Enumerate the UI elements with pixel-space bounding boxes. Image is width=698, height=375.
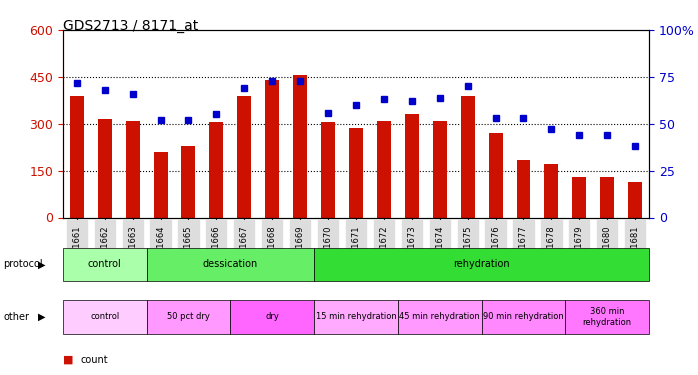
Bar	[154, 152, 168, 217]
Bar	[70, 96, 84, 218]
Bar	[209, 122, 223, 218]
Text: ▶: ▶	[38, 312, 46, 322]
Bar	[461, 96, 475, 218]
Bar	[265, 80, 279, 218]
Bar	[98, 119, 112, 218]
Text: 15 min rehydration: 15 min rehydration	[315, 312, 396, 321]
Text: 360 min
rehydration: 360 min rehydration	[583, 307, 632, 327]
Text: ▶: ▶	[38, 260, 46, 269]
Bar	[517, 160, 530, 218]
Text: dry: dry	[265, 312, 279, 321]
Bar	[181, 146, 195, 218]
Text: control: control	[88, 260, 121, 269]
Text: 90 min rehydration: 90 min rehydration	[483, 312, 564, 321]
Bar	[600, 177, 614, 218]
Bar	[126, 121, 140, 218]
Text: control: control	[90, 312, 119, 321]
Text: rehydration: rehydration	[453, 260, 510, 269]
Bar	[321, 122, 335, 218]
Bar	[405, 114, 419, 218]
Text: 45 min rehydration: 45 min rehydration	[399, 312, 480, 321]
Text: count: count	[80, 355, 108, 365]
Bar	[572, 177, 586, 218]
Text: GDS2713 / 8171_at: GDS2713 / 8171_at	[63, 19, 198, 33]
Bar	[237, 96, 251, 218]
Bar	[628, 182, 642, 218]
Bar	[489, 133, 503, 218]
Bar	[544, 164, 558, 218]
Bar	[349, 128, 363, 217]
Bar	[293, 75, 307, 217]
Text: ■: ■	[63, 355, 73, 365]
Bar	[377, 121, 391, 218]
Text: other: other	[3, 312, 29, 322]
Text: 50 pct dry: 50 pct dry	[167, 312, 210, 321]
Bar	[433, 121, 447, 218]
Text: protocol: protocol	[3, 260, 43, 269]
Text: dessication: dessication	[202, 260, 258, 269]
